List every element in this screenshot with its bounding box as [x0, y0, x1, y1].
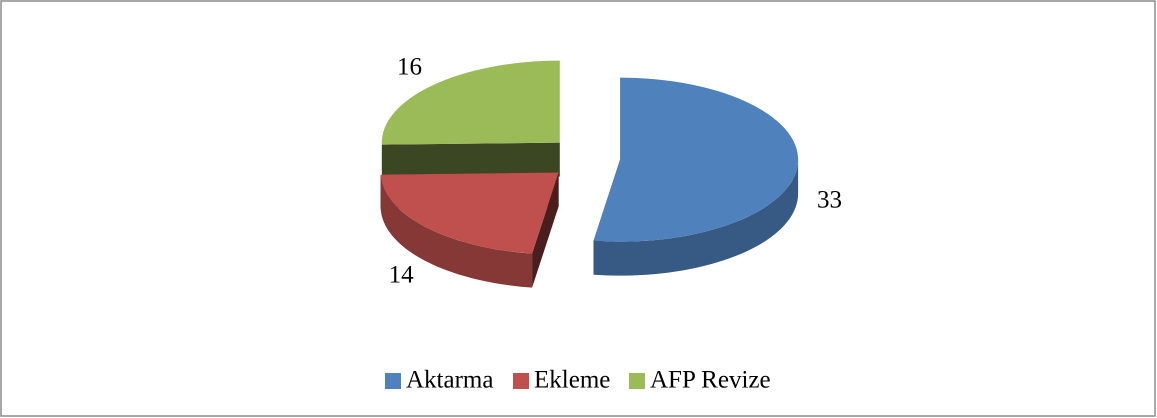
slice-top [381, 60, 560, 145]
legend-swatch [385, 373, 401, 389]
slice-top [380, 172, 559, 254]
slice-side [380, 174, 533, 288]
data-label: 33 [817, 186, 842, 213]
legend-swatch [513, 373, 529, 389]
legend-label: Ekleme [534, 367, 610, 394]
data-label: 16 [397, 53, 422, 80]
slice-side [593, 159, 799, 276]
legend-label: Aktarma [406, 367, 493, 394]
slice [381, 60, 560, 179]
slice-top [593, 77, 799, 242]
slice-edge [381, 142, 560, 179]
legend-label: AFP Revize [650, 367, 771, 394]
slice [380, 172, 559, 288]
slice [593, 77, 799, 276]
data-label: 14 [389, 261, 415, 288]
legend-swatch [629, 373, 645, 389]
